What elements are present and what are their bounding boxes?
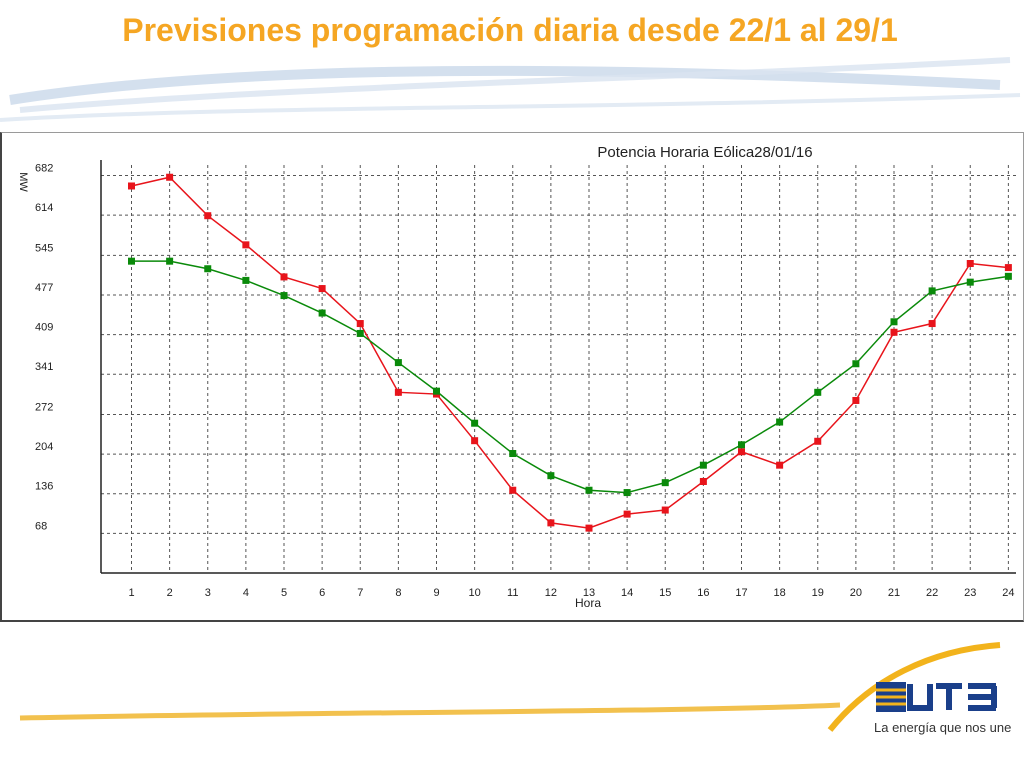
data-point [204, 212, 212, 220]
x-tick-label: 10 [469, 587, 481, 599]
data-point [166, 257, 174, 265]
x-tick-label: 8 [395, 587, 401, 599]
top-swoosh-blue-3 [0, 93, 1021, 122]
data-point [280, 273, 288, 281]
data-point [699, 461, 707, 469]
data-point [128, 182, 135, 190]
data-point [852, 360, 860, 368]
data-point [1004, 272, 1012, 280]
series-line-2 [131, 260, 1009, 494]
data-point [890, 318, 898, 326]
data-point [509, 486, 517, 494]
data-point [318, 309, 326, 317]
x-tick-label: 13 [583, 587, 595, 599]
y-tick-label: 341 [35, 361, 53, 373]
x-tick-label: 18 [774, 587, 786, 599]
y-tick-label: 477 [35, 282, 53, 294]
data-point [547, 472, 555, 480]
data-point [623, 510, 631, 518]
x-tick-label: 15 [659, 587, 671, 599]
slide-title: Previsiones programación diaria desde 22… [122, 12, 898, 48]
data-point [394, 388, 402, 396]
tagline: La energía que nos une [874, 720, 1012, 735]
data-point [547, 519, 555, 527]
data-point [814, 437, 822, 445]
data-point [394, 359, 402, 367]
data-point [776, 461, 784, 469]
data-point [471, 437, 479, 445]
y-tick-label: 409 [35, 322, 53, 334]
x-tick-label: 21 [888, 587, 900, 599]
y-tick-label: 68 [35, 520, 47, 532]
data-point [318, 285, 326, 293]
data-point [242, 241, 250, 249]
data-point [776, 418, 784, 426]
bottom-swoosh-gold-2 [827, 642, 1001, 732]
series-line-1 [131, 176, 1009, 529]
data-point [280, 292, 288, 300]
data-point [623, 489, 631, 497]
x-axis-label: Hora [575, 596, 601, 610]
x-tick-label: 2 [167, 587, 173, 599]
data-point [738, 448, 745, 456]
x-tick-label: 12 [545, 587, 557, 599]
data-point [966, 278, 974, 286]
x-tick-label: 19 [812, 587, 824, 599]
top-swoosh-blue [9, 65, 1001, 105]
x-tick-label: 23 [964, 587, 976, 599]
data-point [814, 388, 822, 396]
data-point [928, 287, 936, 295]
data-point [699, 477, 707, 485]
x-tick-label: 17 [735, 587, 747, 599]
data-point [852, 396, 860, 404]
axes-layer: 1 2 3 4 5 6 7 8 9 10 11 12 13 14 15 16 17 18 19 20 21 22 23 246… [35, 160, 1016, 599]
chart-title: Potencia Horaria Eólica28/01/16 [597, 144, 812, 161]
data-point [509, 450, 517, 458]
grid-layer [101, 165, 1016, 573]
y-tick-label: 272 [35, 401, 53, 413]
y-tick-label: 204 [35, 441, 53, 453]
x-tick-label: 22 [926, 587, 938, 599]
data-point [356, 320, 364, 328]
x-tick-label: 16 [697, 587, 709, 599]
chart-frame [0, 132, 1024, 622]
x-tick-label: 24 [1002, 587, 1014, 599]
x-tick-label: 1 [128, 587, 134, 599]
y-axis-label: MW [17, 172, 29, 192]
data-point [166, 173, 174, 181]
data-point [585, 486, 593, 494]
x-tick-label: 4 [243, 587, 249, 599]
data-point [738, 441, 745, 449]
y-tick-label: 545 [35, 242, 53, 254]
data-point [585, 524, 593, 532]
bottom-swoosh-gold [19, 702, 841, 721]
data-point [242, 276, 250, 284]
data-point [661, 479, 669, 487]
data-point [471, 419, 479, 427]
y-tick-label: 614 [35, 202, 53, 214]
data-point [928, 320, 936, 328]
data-point [966, 260, 974, 268]
x-tick-label: 11 [507, 587, 518, 599]
data-point [661, 506, 669, 514]
x-tick-label: 20 [850, 587, 862, 599]
x-tick-label: 3 [205, 587, 211, 599]
data-point [433, 387, 440, 395]
data-point [1004, 264, 1012, 272]
top-swoosh-blue-2 [19, 57, 1011, 113]
x-tick-label: 14 [621, 587, 633, 599]
y-tick-label: 136 [35, 481, 53, 493]
x-tick-label: 9 [433, 587, 439, 599]
data-point [890, 328, 898, 336]
x-tick-label: 5 [281, 587, 287, 599]
data-point [128, 257, 135, 265]
data-point [356, 329, 364, 337]
x-tick-label: 6 [319, 587, 325, 599]
series-layer [128, 173, 1012, 532]
x-tick-label: 7 [357, 587, 363, 599]
y-tick-label: 682 [35, 162, 53, 174]
data-point [204, 265, 212, 273]
